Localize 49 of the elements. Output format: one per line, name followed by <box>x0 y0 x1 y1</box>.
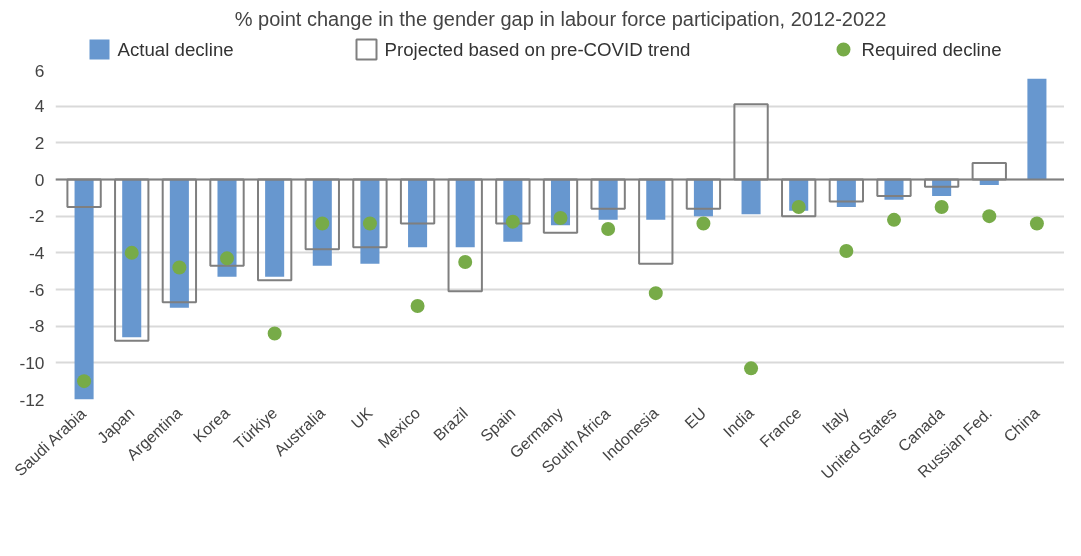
y-tick-label: 4 <box>34 96 45 117</box>
point <box>934 200 949 214</box>
y-tick-label: 0 <box>34 169 45 190</box>
point <box>267 326 282 341</box>
bar <box>646 179 666 220</box>
point <box>791 200 806 214</box>
bar <box>1027 78 1047 180</box>
legend-label: Required decline <box>861 39 1002 60</box>
x-tick-label: Italy <box>819 404 853 437</box>
x-tick-label: EU <box>681 404 710 432</box>
bar <box>693 179 713 217</box>
point <box>744 361 759 376</box>
point <box>648 286 663 301</box>
point <box>696 216 711 231</box>
x-tick-label: UK <box>347 404 376 432</box>
point <box>362 216 377 231</box>
bar <box>360 179 380 264</box>
point <box>982 209 997 224</box>
point <box>220 251 235 266</box>
bar <box>455 179 475 248</box>
legend-label: Projected based on pre-COVID trend <box>384 39 691 60</box>
point <box>1029 216 1044 231</box>
point <box>410 299 425 313</box>
y-tick-label: -12 <box>19 389 45 410</box>
point <box>553 211 568 225</box>
y-tick-label: -10 <box>19 352 45 373</box>
bar <box>408 179 428 248</box>
x-tick-label: India <box>719 404 757 441</box>
point <box>458 255 473 269</box>
point <box>172 260 187 275</box>
y-tick-label: -8 <box>29 316 45 337</box>
y-tick-label: -2 <box>29 206 45 227</box>
bar <box>74 179 94 400</box>
point <box>839 244 854 258</box>
y-tick-label: 6 <box>34 60 45 81</box>
y-tick-label: -4 <box>29 242 45 263</box>
legend-label: Actual decline <box>117 39 234 60</box>
y-tick-label: -6 <box>29 279 45 300</box>
point <box>886 212 901 227</box>
chart-title: % point change in the gender gap in labour force participation, 2012-2022 <box>234 7 887 30</box>
bar <box>598 179 618 220</box>
point <box>315 216 330 231</box>
bar <box>169 179 189 308</box>
point <box>124 245 139 260</box>
point <box>77 374 92 389</box>
point <box>601 222 616 236</box>
y-tick-label: 2 <box>34 132 45 153</box>
point <box>505 214 520 229</box>
bar <box>741 179 761 215</box>
